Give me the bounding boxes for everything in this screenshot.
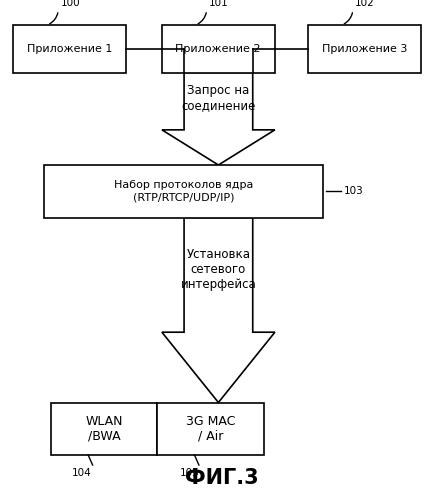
Text: 104: 104 <box>72 468 91 477</box>
Text: 100: 100 <box>60 0 80 8</box>
Polygon shape <box>162 218 275 402</box>
Text: WLAN
/BWA: WLAN /BWA <box>85 415 123 443</box>
Text: 101: 101 <box>209 0 229 8</box>
Text: 3G MAC
/ Air: 3G MAC / Air <box>186 415 235 443</box>
Bar <box>157 402 264 455</box>
Text: Приложение 2: Приложение 2 <box>175 44 261 54</box>
Text: 102: 102 <box>355 0 375 8</box>
Text: 105: 105 <box>180 468 200 477</box>
Bar <box>44 165 323 218</box>
Bar <box>13 25 126 72</box>
Text: 103: 103 <box>343 186 363 196</box>
Text: Набор протоколов ядра
(RTP/RTCP/UDP/IP): Набор протоколов ядра (RTP/RTCP/UDP/IP) <box>114 180 253 202</box>
Polygon shape <box>162 72 275 165</box>
Text: Приложение 1: Приложение 1 <box>27 44 113 54</box>
Bar <box>162 25 275 72</box>
Text: ФИГ.3: ФИГ.3 <box>185 468 258 487</box>
Text: Установка
сетевого
интерфейса: Установка сетевого интерфейса <box>181 248 256 291</box>
Bar <box>51 402 157 455</box>
Text: Запрос на
соединение: Запрос на соединение <box>181 84 256 112</box>
Bar <box>308 25 421 72</box>
Text: Приложение 3: Приложение 3 <box>322 44 407 54</box>
